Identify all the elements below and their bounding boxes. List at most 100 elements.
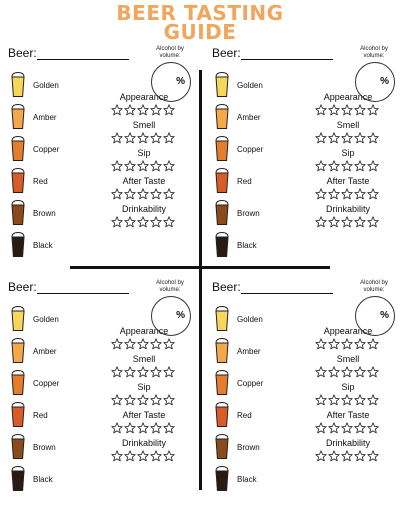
star-icon[interactable] [367,366,379,378]
beer-color-option[interactable]: Red [212,401,292,431]
star-icon[interactable] [150,366,162,378]
star-icon[interactable] [137,216,149,228]
star-icon[interactable] [111,394,123,406]
alcohol-percent-field[interactable]: % [151,62,191,102]
star-icon[interactable] [137,160,149,172]
star-icon[interactable] [150,160,162,172]
beer-color-option[interactable]: Copper [8,369,88,399]
star-icon[interactable] [341,394,353,406]
star-icon[interactable] [341,160,353,172]
beer-color-option[interactable]: Brown [8,433,88,463]
beer-name-field[interactable] [241,293,333,294]
star-icon[interactable] [354,422,366,434]
alcohol-percent-field[interactable]: % [355,62,395,102]
star-icon[interactable] [315,104,327,116]
beer-color-option[interactable]: Amber [8,103,88,133]
star-icon[interactable] [328,394,340,406]
star-icon[interactable] [150,450,162,462]
star-icon[interactable] [354,104,366,116]
star-icon[interactable] [354,132,366,144]
beer-color-option[interactable]: Brown [212,433,292,463]
star-icon[interactable] [354,366,366,378]
beer-color-option[interactable]: Amber [212,337,292,367]
star-icon[interactable] [137,366,149,378]
star-icon[interactable] [328,338,340,350]
star-icon[interactable] [163,132,175,144]
star-icon[interactable] [328,132,340,144]
star-icon[interactable] [367,338,379,350]
star-icon[interactable] [150,422,162,434]
star-icon[interactable] [163,160,175,172]
star-icon[interactable] [137,132,149,144]
beer-color-option[interactable]: Golden [8,305,88,335]
star-icon[interactable] [341,450,353,462]
star-icon[interactable] [124,160,136,172]
beer-color-option[interactable]: Black [212,465,292,495]
star-icon[interactable] [163,422,175,434]
star-icon[interactable] [150,216,162,228]
star-icon[interactable] [367,422,379,434]
star-icon[interactable] [150,104,162,116]
star-icon[interactable] [367,160,379,172]
star-icon[interactable] [315,394,327,406]
star-icon[interactable] [328,216,340,228]
beer-color-option[interactable]: Copper [212,135,292,165]
star-icon[interactable] [354,188,366,200]
star-icon[interactable] [354,160,366,172]
star-icon[interactable] [315,422,327,434]
beer-name-field[interactable] [37,59,129,60]
star-icon[interactable] [124,104,136,116]
star-icon[interactable] [354,450,366,462]
beer-color-option[interactable]: Copper [8,135,88,165]
beer-color-option[interactable]: Brown [8,199,88,229]
star-icon[interactable] [111,132,123,144]
star-icon[interactable] [315,132,327,144]
star-icon[interactable] [137,338,149,350]
star-icon[interactable] [111,422,123,434]
star-icon[interactable] [111,338,123,350]
star-icon[interactable] [367,132,379,144]
star-icon[interactable] [328,160,340,172]
beer-color-option[interactable]: Black [8,231,88,261]
star-icon[interactable] [354,216,366,228]
alcohol-percent-field[interactable]: % [355,296,395,336]
beer-name-field[interactable] [37,293,129,294]
star-icon[interactable] [367,104,379,116]
beer-color-option[interactable]: Amber [212,103,292,133]
star-icon[interactable] [163,188,175,200]
star-icon[interactable] [315,216,327,228]
star-icon[interactable] [163,338,175,350]
star-icon[interactable] [367,394,379,406]
star-icon[interactable] [367,450,379,462]
star-icon[interactable] [354,394,366,406]
star-icon[interactable] [315,366,327,378]
star-icon[interactable] [111,104,123,116]
star-icon[interactable] [150,188,162,200]
star-icon[interactable] [124,216,136,228]
star-icon[interactable] [150,338,162,350]
star-icon[interactable] [111,450,123,462]
star-icon[interactable] [341,422,353,434]
star-icon[interactable] [137,450,149,462]
star-icon[interactable] [341,338,353,350]
star-icon[interactable] [341,216,353,228]
star-icon[interactable] [341,132,353,144]
star-icon[interactable] [315,450,327,462]
star-icon[interactable] [328,422,340,434]
star-icon[interactable] [137,394,149,406]
star-icon[interactable] [137,422,149,434]
star-icon[interactable] [137,104,149,116]
star-icon[interactable] [328,188,340,200]
star-icon[interactable] [163,216,175,228]
beer-color-option[interactable]: Black [212,231,292,261]
beer-color-option[interactable]: Golden [8,71,88,101]
star-icon[interactable] [124,450,136,462]
star-icon[interactable] [341,104,353,116]
star-icon[interactable] [111,366,123,378]
alcohol-percent-field[interactable]: % [151,296,191,336]
star-icon[interactable] [150,132,162,144]
star-icon[interactable] [124,338,136,350]
star-icon[interactable] [163,366,175,378]
star-icon[interactable] [328,104,340,116]
star-icon[interactable] [315,160,327,172]
